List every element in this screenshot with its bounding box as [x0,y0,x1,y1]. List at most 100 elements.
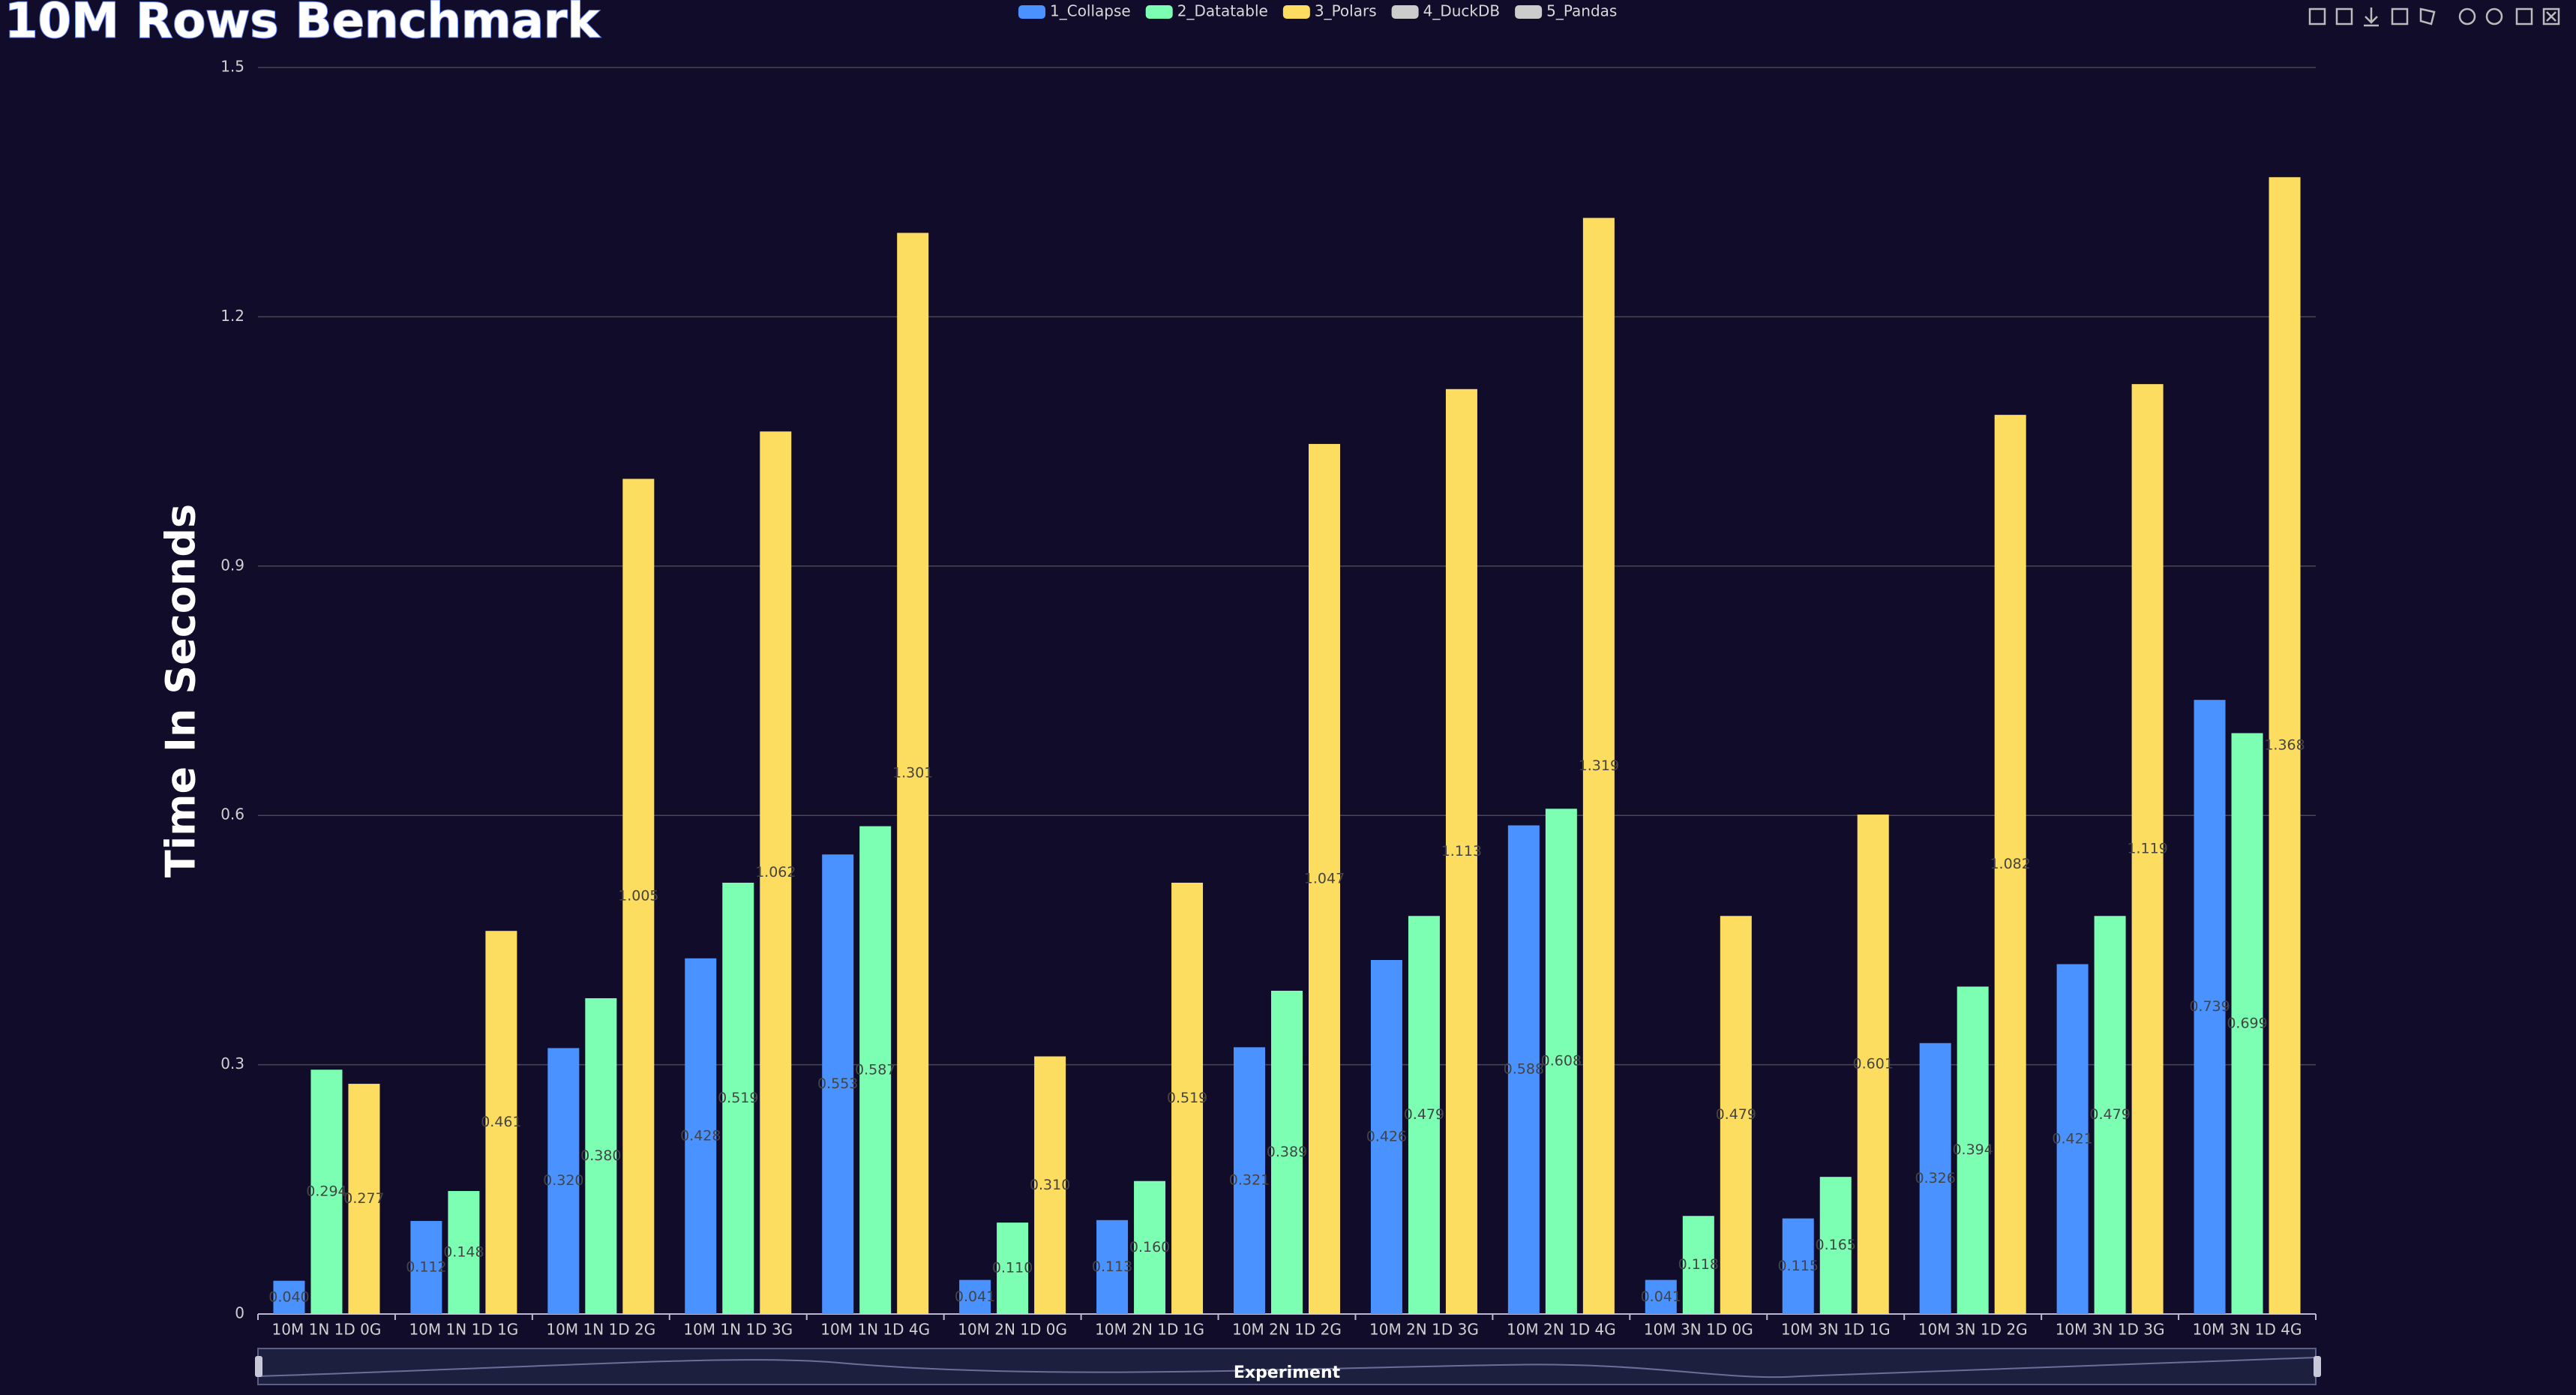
tool-zoom[interactable] [2308,8,2326,26]
zoom-handle[interactable] [255,1356,262,1377]
y-axis-title: Time In Seconds [157,504,205,878]
legend-swatch [1018,5,1045,19]
legend-swatch [1391,5,1419,19]
legend-label[interactable]: 5_Pandas [1546,2,1617,20]
bar [547,1048,580,1314]
value-label: 0.294 [306,1184,346,1200]
bar [1720,916,1752,1314]
bar [622,478,655,1315]
zoom-handle[interactable] [2314,1356,2321,1377]
bar [997,1222,1029,1314]
value-label: 1.119 [2127,841,2167,857]
value-label: 0.428 [680,1127,721,1144]
bar [897,232,929,1315]
legend-label[interactable]: 4_DuckDB [1423,2,1501,20]
tool-restore[interactable] [2542,8,2560,26]
bar [2269,177,2301,1315]
legend-label[interactable]: 3_Polars [1315,2,1377,20]
zoom-preview [257,1357,2317,1378]
value-label: 0.601 [1853,1056,1894,1072]
bar [1408,916,1440,1314]
legend-label[interactable]: 1_Collapse [1050,2,1131,20]
value-label: 1.062 [755,864,796,880]
value-label: 0.699 [2227,1015,2267,1031]
bar [1271,990,1303,1314]
bar [1919,1042,1951,1314]
x-tick-label: 10M 3N 1D 1G [1781,1321,1891,1339]
bar [1370,959,1402,1314]
value-label: 0.113 [1092,1258,1132,1275]
value-label: 0.553 [817,1076,858,1092]
value-label: 0.110 [992,1260,1033,1276]
y-tick-label: 1.2 [220,307,244,325]
y-tick-label: 0.9 [220,556,244,574]
value-label: 0.040 [268,1288,309,1305]
x-tick-label: 10M 3N 1D 2G [1918,1321,2028,1339]
value-label: 0.041 [1641,1288,1681,1305]
value-label: 0.118 [1678,1256,1719,1273]
x-tick-label: 10M 2N 1D 2G [1232,1321,1342,1339]
y-tick-label: 1.5 [220,58,244,76]
x-tick-label: 10M 3N 1D 0G [1644,1321,1753,1339]
y-tick-label: 0 [235,1304,244,1322]
bar [1582,218,1615,1315]
value-label: 1.319 [1579,758,1619,774]
bar [959,1280,991,1314]
bar [2056,964,2089,1314]
value-label: 0.608 [1541,1053,1582,1070]
tool-data-view[interactable] [2515,8,2533,26]
value-label: 0.041 [955,1288,995,1305]
tool-clear[interactable] [2485,8,2503,26]
value-label: 0.479 [2089,1106,2130,1123]
bar [273,1280,305,1314]
value-label: 0.479 [1404,1106,1444,1123]
y-tick-label: 0.6 [220,806,244,824]
legend-swatch [1515,5,1543,19]
x-axis-title: Experiment [1234,1364,1341,1382]
bar [585,998,617,1314]
bar [859,826,892,1314]
x-tick-label: 10M 2N 1D 3G [1369,1321,1479,1339]
value-label: 0.165 [1816,1237,1856,1253]
value-label: 0.421 [2052,1130,2092,1147]
value-label: 0.148 [443,1244,484,1261]
bar [2194,700,2226,1314]
zoom-track[interactable] [257,1348,2317,1385]
x-tick-label: 10M 1N 1D 0G [272,1321,382,1339]
legend-label[interactable]: 2_Datatable [1177,2,1268,20]
value-label: 0.326 [1915,1170,1955,1186]
tool-polygon[interactable] [2419,8,2436,26]
bar [1957,986,1989,1314]
bar [685,958,717,1314]
value-label: 0.394 [1952,1142,1993,1158]
value-label: 0.112 [406,1258,446,1275]
value-label: 1.082 [1990,856,2030,872]
x-tick-label: 10M 1N 1D 1G [409,1321,518,1339]
x-tick-label: 10M 2N 1D 1G [1095,1321,1204,1339]
x-tick-label: 10M 2N 1D 0G [958,1321,1067,1339]
value-label: 0.588 [1504,1061,1544,1078]
bar [2131,384,2164,1315]
tool-save[interactable] [2364,8,2379,27]
value-label: 1.301 [892,765,933,782]
value-label: 0.587 [855,1061,895,1078]
y-tick-label: 0.3 [220,1054,244,1072]
value-label: 0.160 [1129,1239,1170,1256]
bar [1171,882,1204,1314]
bar [722,882,754,1314]
bar [1309,443,1340,1314]
value-label: 0.519 [1167,1090,1207,1106]
bar [2094,916,2126,1314]
legend-swatch [1282,5,1310,19]
tool-rect[interactable] [2391,8,2409,26]
tool-zoom-reset[interactable] [2335,8,2353,26]
tool-keep[interactable] [2458,8,2476,26]
bar [822,854,854,1314]
toolbox[interactable] [2308,8,2560,27]
value-label: 0.380 [580,1148,621,1164]
value-label: 0.479 [1716,1106,1756,1123]
value-label: 0.310 [1030,1177,1070,1193]
data-zoom[interactable] [255,1348,2321,1385]
bar [410,1220,442,1314]
